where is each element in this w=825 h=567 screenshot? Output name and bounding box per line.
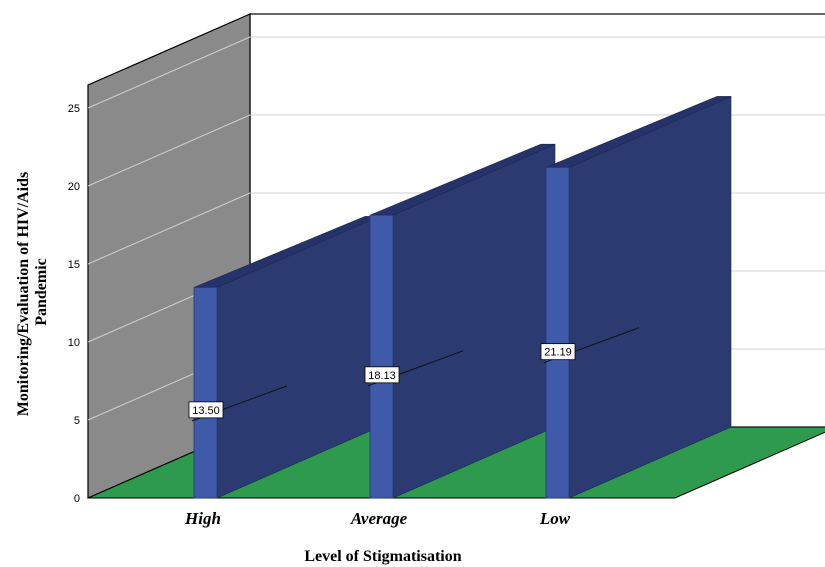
bars: 13.50 18.13 21.19 (188, 95, 732, 499)
data-label: 13.50 (192, 405, 220, 417)
data-label-box (188, 401, 224, 419)
bar-front-face (369, 214, 394, 499)
side-gridline (87, 192, 251, 265)
x-category-labels: High Average Low (184, 509, 571, 528)
y-axis-title-line-2: Pandemic (33, 258, 50, 326)
side-gridline (87, 114, 251, 187)
bar-high: 13.50 (188, 215, 380, 499)
y-tick-label: 25 (68, 103, 80, 115)
bar-average: 18.13 (364, 143, 556, 499)
bar-front-face (545, 167, 570, 499)
x-category-label: Low (539, 509, 571, 528)
x-category-label: High (184, 509, 221, 528)
y-tick-label: 20 (68, 181, 80, 193)
data-label-box (540, 343, 576, 361)
side-gridline (87, 36, 251, 109)
y-tick-label: 15 (68, 259, 80, 271)
y-tick-labels: 0 5 10 15 20 25 (68, 103, 80, 505)
data-label-box (364, 366, 400, 384)
y-tick-label: 0 (74, 493, 80, 505)
data-label: 18.13 (368, 370, 396, 382)
y-axis-title: Monitoring/Evaluation of HIV/Aids Pandem… (15, 168, 50, 416)
y-axis-title-line-1: Monitoring/Evaluation of HIV/Aids (15, 172, 32, 416)
y-tick-label: 10 (68, 337, 80, 349)
x-category-label: Average (350, 509, 408, 528)
y-tick-label: 5 (74, 415, 80, 427)
bar-low: 21.19 (540, 95, 732, 499)
data-label: 21.19 (544, 347, 572, 359)
x-axis-title: Level of Stigmatisation (304, 548, 461, 565)
bar-front-face (193, 286, 218, 499)
